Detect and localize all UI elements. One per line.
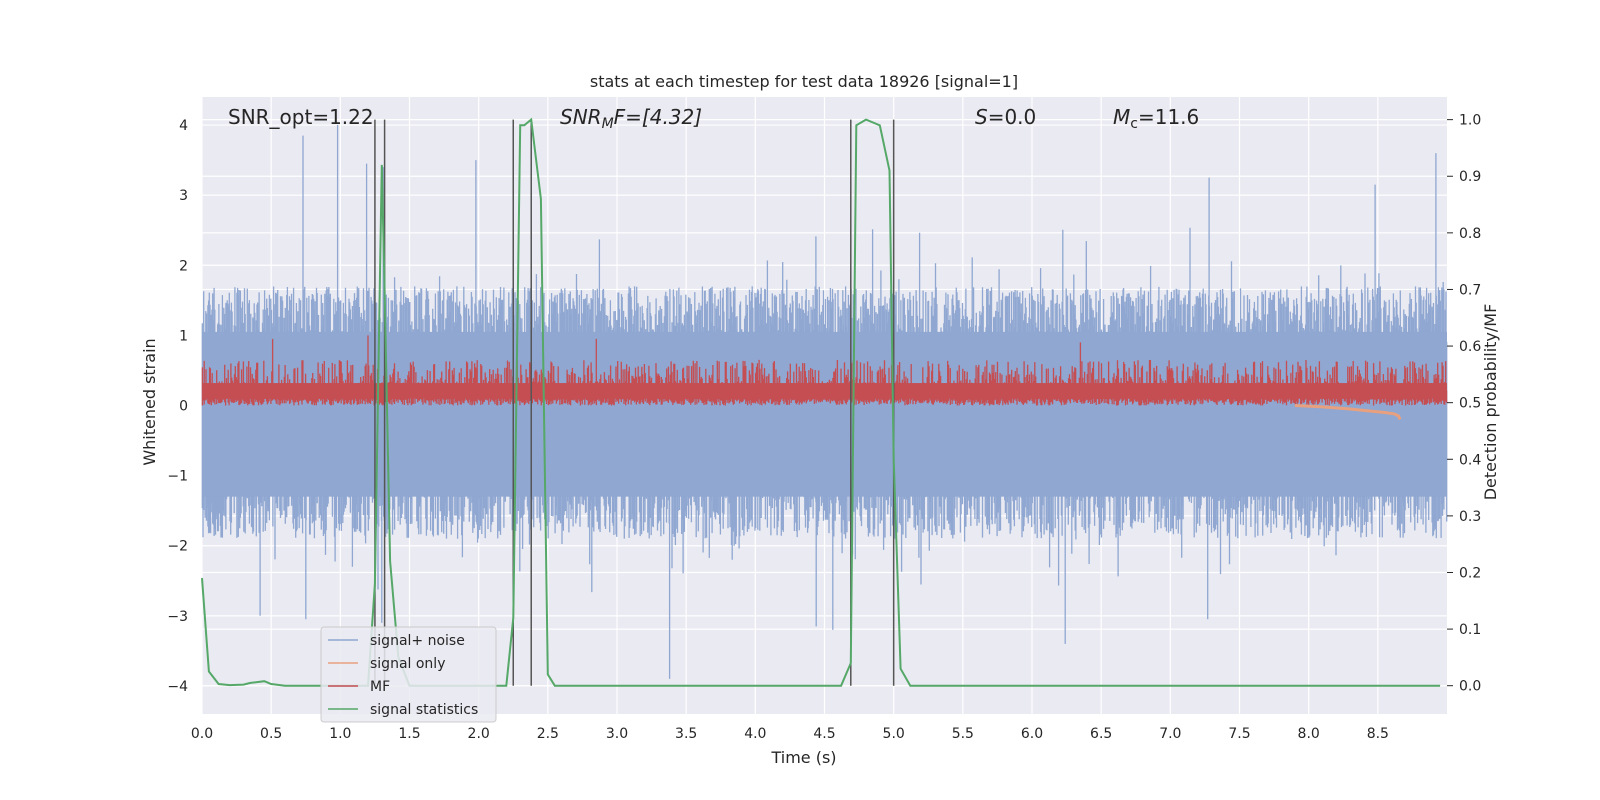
annotation-snr-mf-base: SNR	[560, 105, 602, 129]
yr-tick-1: 0.9	[1459, 169, 1481, 185]
chart-title: stats at each timestep for test data 189…	[590, 72, 1018, 91]
annotation-snr-opt: SNR_opt=1.22	[228, 105, 374, 129]
mf-core	[202, 383, 1447, 398]
annotation-s-rest: =0.0	[988, 105, 1037, 129]
yr-tick-9: 0.1	[1459, 622, 1481, 638]
x-tick-17: 8.5	[1367, 726, 1389, 742]
right-y-axis-ticks: 1.0 0.9 0.8 0.7 0.6 0.5 0.4 0.3 0.2 0.1 0.0	[1447, 113, 1481, 695]
yl-tick-4: 0	[179, 399, 188, 415]
annotation-mc-sub: c	[1130, 116, 1138, 132]
legend-label-signal-statistics: signal statistics	[370, 702, 478, 718]
yr-tick-2: 0.8	[1459, 226, 1481, 242]
x-axis-label: Time (s)	[770, 748, 836, 767]
yr-tick-7: 0.3	[1459, 509, 1481, 525]
x-tick-10: 5.0	[883, 726, 905, 742]
yr-tick-5: 0.5	[1459, 396, 1481, 412]
legend: signal+ noise signal only MF signal stat…	[320, 626, 497, 723]
signal-noise-core	[202, 331, 1447, 497]
x-tick-9: 4.5	[813, 726, 835, 742]
x-tick-13: 6.5	[1090, 726, 1112, 742]
left-y-axis-ticks: 4 3 2 1 0 −1 −2 −3 −4	[167, 118, 188, 695]
yl-tick-0: 4	[179, 118, 188, 134]
yl-tick-2: 2	[179, 258, 188, 274]
x-tick-16: 8.0	[1298, 726, 1320, 742]
x-tick-6: 3.0	[606, 726, 628, 742]
x-tick-3: 1.5	[398, 726, 420, 742]
yl-tick-6: −2	[167, 539, 188, 555]
yl-tick-1: 3	[179, 188, 188, 204]
yr-tick-8: 0.2	[1459, 565, 1481, 581]
annotation-mc-rest: =11.6	[1138, 105, 1199, 129]
annotation-snr-mf-sub: M	[602, 116, 614, 132]
legend-label-signal-only: signal only	[370, 656, 445, 672]
annotation-mc-base: M	[1113, 105, 1130, 129]
legend-label-mf: MF	[370, 679, 390, 695]
x-tick-2: 1.0	[329, 726, 351, 742]
yl-tick-5: −1	[167, 469, 188, 485]
x-axis-ticks: 0.0 0.5 1.0 1.5 2.0 2.5 3.0 3.5 4.0 4.5 5.0 5.5 6.0 6…	[191, 726, 1389, 742]
signal-statistics-series	[201, 117, 1441, 687]
x-tick-14: 7.0	[1159, 726, 1181, 742]
yl-tick-3: 1	[179, 328, 188, 344]
annotation-snr-mf-rest: F=[4.32]	[614, 105, 702, 129]
left-y-axis-label: Whitened strain	[140, 338, 159, 465]
yl-tick-7: −3	[167, 609, 188, 625]
x-tick-15: 7.5	[1228, 726, 1250, 742]
x-tick-8: 4.0	[744, 726, 766, 742]
annotation-snr-mf: SNRMF=[4.32]	[560, 105, 702, 132]
yr-tick-3: 0.7	[1459, 282, 1481, 298]
right-y-axis-label: Detection probability/MF	[1481, 304, 1500, 501]
x-tick-12: 6.0	[1021, 726, 1043, 742]
yr-tick-6: 0.4	[1459, 452, 1481, 468]
annotation-s: S=0.0	[975, 105, 1036, 129]
x-tick-0: 0.0	[191, 726, 213, 742]
x-tick-11: 5.5	[952, 726, 974, 742]
yr-tick-10: 0.0	[1459, 679, 1481, 695]
signal-only-series	[1294, 404, 1402, 421]
yr-tick-0: 1.0	[1459, 113, 1481, 129]
yl-tick-8: −4	[167, 679, 188, 695]
yr-tick-4: 0.6	[1459, 339, 1481, 355]
legend-label-signal-noise: signal+ noise	[370, 633, 465, 649]
x-tick-5: 2.5	[537, 726, 559, 742]
x-tick-4: 2.0	[468, 726, 490, 742]
legend-box	[320, 626, 497, 723]
x-tick-7: 3.5	[675, 726, 697, 742]
annotation-s-base: S	[975, 105, 988, 129]
annotation-mc: Mc=11.6	[1113, 105, 1199, 132]
signal-noise-series	[201, 125, 1448, 679]
x-tick-1: 0.5	[260, 726, 282, 742]
